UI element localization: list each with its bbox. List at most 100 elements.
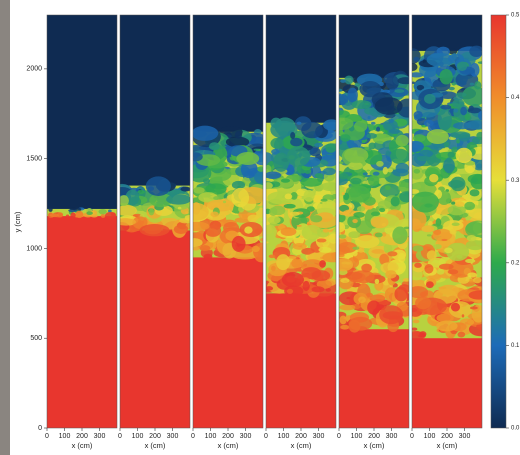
mixing-blob xyxy=(132,216,148,229)
mixing-blob xyxy=(268,254,276,259)
panel xyxy=(193,15,263,428)
heavy-fluid xyxy=(339,327,409,428)
mixing-blob xyxy=(231,249,259,260)
mixing-blob xyxy=(383,243,393,254)
x-tick-label: 0 xyxy=(264,433,268,440)
mixing-blob xyxy=(320,198,328,202)
mixing-blob xyxy=(388,118,394,124)
mixing-blob xyxy=(199,245,211,252)
mixing-blob xyxy=(283,203,296,209)
mixing-blob xyxy=(412,319,420,324)
mixing-blob xyxy=(433,244,442,250)
mixing-blob xyxy=(339,234,347,239)
x-axis-label: x (cm) xyxy=(218,441,239,450)
mixing-blob xyxy=(464,201,476,211)
mixing-zone xyxy=(266,116,336,300)
mixing-blob xyxy=(369,294,386,302)
mixing-blob xyxy=(424,264,434,274)
mixing-blob xyxy=(213,196,220,200)
mixing-blob xyxy=(350,177,362,185)
y-tick-label: 2000 xyxy=(26,66,42,73)
mixing-blob xyxy=(419,331,427,337)
mixing-blob xyxy=(444,147,449,151)
colorbar-tick-label: 0.5 xyxy=(511,13,520,19)
x-tick-label: 100 xyxy=(351,433,363,440)
mixing-blob xyxy=(193,152,203,162)
mixing-blob xyxy=(354,82,361,87)
mixing-blob xyxy=(281,272,305,288)
mixing-blob xyxy=(339,304,356,311)
mixing-blob xyxy=(433,229,442,236)
mixing-blob xyxy=(385,270,397,279)
mixing-blob xyxy=(398,180,406,187)
mixing-blob xyxy=(450,302,461,312)
mixing-blob xyxy=(339,161,344,164)
mixing-blob xyxy=(437,109,452,130)
mixing-blob xyxy=(374,232,383,238)
mixing-blob xyxy=(296,121,302,125)
mixing-blob xyxy=(372,171,380,176)
photo-strip xyxy=(0,0,10,455)
mixing-blob xyxy=(270,137,284,149)
light-fluid xyxy=(47,15,117,211)
mixing-blob xyxy=(120,204,137,217)
mixing-blob xyxy=(280,227,297,237)
mixing-blob xyxy=(468,208,482,219)
mixing-blob xyxy=(276,254,291,271)
mixing-blob xyxy=(415,296,432,310)
mixing-blob xyxy=(395,134,409,147)
mixing-zone xyxy=(193,125,263,263)
mixing-blob xyxy=(145,176,171,196)
mixing-blob xyxy=(392,226,408,245)
mixing-blob xyxy=(322,252,336,263)
mixing-blob xyxy=(379,183,400,198)
mixing-blob xyxy=(319,260,326,268)
mixing-blob xyxy=(440,104,452,110)
mixing-blob xyxy=(429,173,439,183)
mixing-blob xyxy=(75,210,84,219)
x-axis-label: x (cm) xyxy=(291,441,312,450)
mixing-blob xyxy=(387,251,398,257)
mixing-blob xyxy=(388,128,401,134)
mixing-blob xyxy=(412,330,422,336)
mixing-blob xyxy=(148,208,155,216)
mixing-blob xyxy=(390,148,409,165)
mixing-blob xyxy=(193,246,200,251)
mixing-blob xyxy=(302,280,310,291)
mixing-blob xyxy=(339,221,346,233)
mixing-blob xyxy=(286,146,311,167)
mixing-blob xyxy=(371,258,382,263)
y-tick-label: 1500 xyxy=(26,155,42,162)
mixing-blob xyxy=(413,134,426,143)
mixing-blob xyxy=(251,245,260,253)
y-tick-label: 0 xyxy=(38,425,42,432)
mixing-blob xyxy=(340,134,351,142)
mixing-blob xyxy=(358,296,366,303)
mixing-blob xyxy=(323,119,336,131)
mixing-blob xyxy=(343,192,350,201)
mixing-blob xyxy=(348,161,363,171)
mixing-blob xyxy=(310,215,323,223)
mixing-blob xyxy=(438,286,447,290)
mixing-blob xyxy=(426,250,437,261)
mixing-blob xyxy=(453,108,459,113)
mixing-blob xyxy=(90,214,98,218)
mixing-blob xyxy=(390,196,400,207)
mixing-blob xyxy=(339,315,347,325)
mixing-blob xyxy=(461,314,465,318)
mixing-blob xyxy=(352,250,358,257)
mixing-blob xyxy=(370,211,380,217)
mixing-blob xyxy=(412,191,439,213)
panel xyxy=(266,15,336,428)
mixing-blob xyxy=(206,199,235,212)
mixing-blob xyxy=(413,56,420,62)
heavy-fluid xyxy=(412,336,482,428)
mixing-blob xyxy=(347,185,371,203)
mixing-blob xyxy=(412,140,424,152)
mixing-zone xyxy=(47,207,117,219)
mixing-blob xyxy=(379,253,390,266)
mixing-blob xyxy=(399,211,403,215)
mixing-blob xyxy=(452,98,465,108)
mixing-blob xyxy=(371,121,376,125)
light-fluid xyxy=(339,15,409,80)
